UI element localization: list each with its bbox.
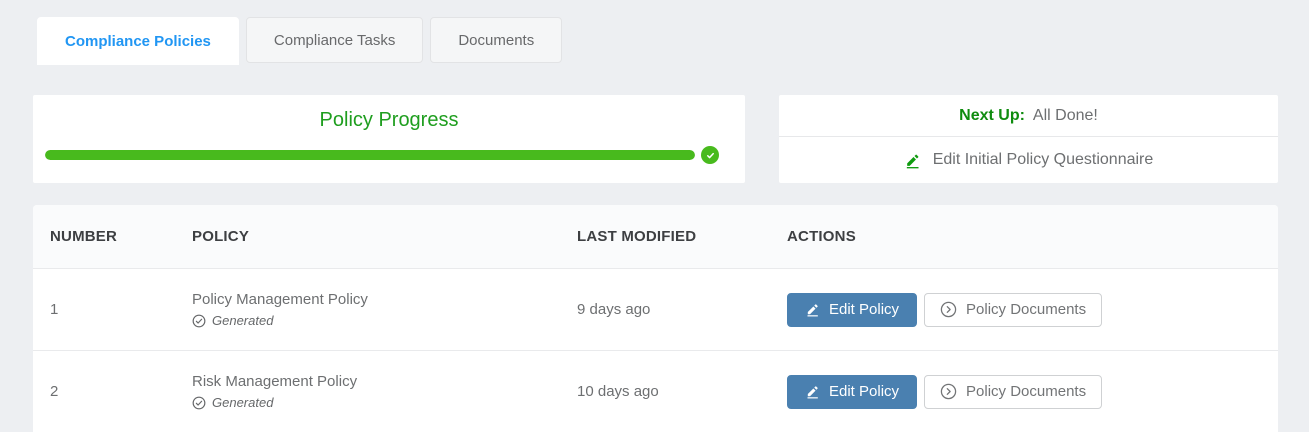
table-row: 2 Risk Management Policy Generated 10 da… [33, 350, 1278, 432]
policy-status-label: Generated [212, 313, 274, 328]
policy-status-label: Generated [212, 395, 274, 410]
next-up-row: Next Up: All Done! [779, 95, 1278, 137]
column-header-actions: ACTIONS [787, 228, 856, 245]
tab-documents[interactable]: Documents [430, 17, 563, 63]
policy-progress-card: Policy Progress [33, 95, 745, 183]
edit-questionnaire-link[interactable]: Edit Initial Policy Questionnaire [779, 137, 1278, 183]
edit-policy-label: Edit Policy [829, 301, 900, 318]
column-header-last-modified: LAST MODIFIED [577, 228, 697, 245]
column-header-policy: POLICY [192, 228, 250, 245]
policy-name: Risk Management Policy [192, 373, 358, 390]
policy-documents-label: Policy Documents [966, 383, 1087, 400]
next-up-card: Next Up: All Done! Edit Initial Policy Q… [779, 95, 1278, 183]
tab-compliance-tasks[interactable]: Compliance Tasks [245, 17, 424, 63]
last-modified: 10 days ago [577, 383, 659, 400]
policy-progress-title: Policy Progress [319, 109, 459, 131]
policy-documents-button[interactable]: Policy Documents [924, 374, 1103, 409]
progress-bar [45, 150, 695, 160]
policy-documents-label: Policy Documents [966, 301, 1087, 318]
edit-policy-button[interactable]: Edit Policy [787, 374, 918, 409]
chevron-circle-icon [940, 383, 957, 400]
tab-compliance-policies[interactable]: Compliance Policies [37, 17, 239, 65]
check-circle-icon [701, 146, 719, 164]
progress-bar-fill [45, 150, 695, 160]
table-header-row: NUMBER POLICY LAST MODIFIED ACTIONS [33, 205, 1278, 268]
policy-number: 2 [50, 383, 59, 400]
edit-policy-button[interactable]: Edit Policy [787, 292, 918, 327]
table-row: 1 Policy Management Policy Generated 9 d… [33, 268, 1278, 350]
next-up-label: Next Up: [959, 106, 1025, 124]
edit-policy-label: Edit Policy [829, 383, 900, 400]
next-up-status: All Done! [1032, 106, 1098, 124]
policy-status: Generated [192, 395, 577, 410]
edit-pencil-icon [904, 152, 921, 169]
check-circle-outline-icon [192, 396, 206, 410]
summary-cards-row: Policy Progress Next Up: All Done! [33, 95, 1278, 183]
policy-name: Policy Management Policy [192, 291, 368, 308]
edit-pencil-icon [805, 302, 820, 317]
policies-table: NUMBER POLICY LAST MODIFIED ACTIONS 1 Po… [33, 205, 1278, 432]
policy-documents-button[interactable]: Policy Documents [924, 292, 1103, 327]
tab-bar: Compliance Policies Compliance Tasks Doc… [0, 0, 1309, 65]
column-header-number: NUMBER [50, 228, 118, 245]
last-modified: 9 days ago [577, 301, 651, 318]
policy-status: Generated [192, 313, 577, 328]
edit-questionnaire-label: Edit Initial Policy Questionnaire [932, 151, 1154, 168]
edit-pencil-icon [805, 384, 820, 399]
policy-number: 1 [50, 301, 59, 318]
chevron-circle-icon [940, 301, 957, 318]
check-circle-outline-icon [192, 314, 206, 328]
